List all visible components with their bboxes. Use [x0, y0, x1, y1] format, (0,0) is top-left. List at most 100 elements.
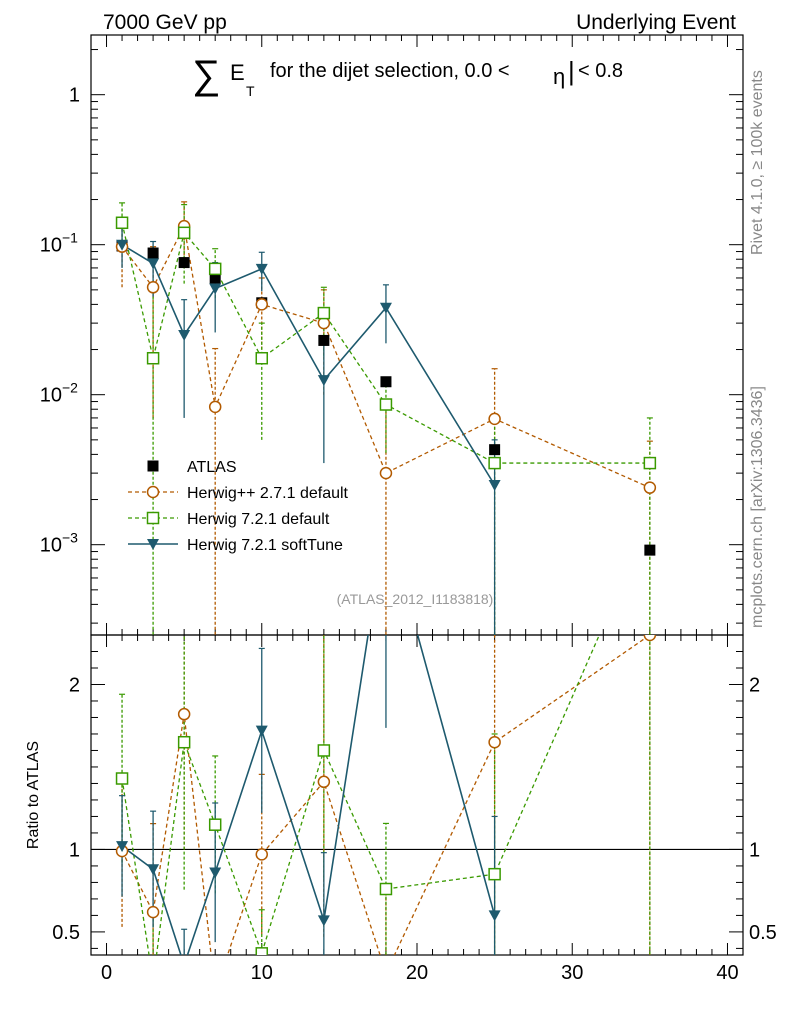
data-point: [209, 283, 222, 295]
main-plot-area: [115, 201, 657, 635]
chart-title: ∑ E T for the dijet selection, 0.0 < η |…: [192, 53, 623, 99]
ratio-series-line: [121, 635, 496, 955]
ratio-point: [255, 947, 269, 955]
ratio-point: [317, 775, 331, 789]
title-abs-bar: |: [568, 56, 575, 86]
data-point: [643, 481, 657, 494]
legend-label: Herwig++ 2.7.1 default: [187, 485, 349, 502]
series-line: [121, 244, 496, 486]
data-point: [255, 298, 269, 311]
ratio-point: [317, 915, 330, 927]
data-point: [488, 456, 501, 470]
ratio-point: [147, 864, 160, 876]
ratio-series-line: [121, 635, 651, 955]
rivet-label: Rivet 4.1.0, ≥ 100k events: [749, 70, 766, 255]
y-tick-label: 10: [40, 235, 62, 257]
ratio-point: [488, 735, 501, 749]
ratio-point: [177, 735, 191, 749]
ratio-series-line: [121, 635, 601, 955]
y-tick-label: 1: [69, 85, 80, 107]
legend-marker: [146, 511, 160, 525]
ratio-y-tick-label-right: 2: [749, 674, 760, 696]
title-t-subscript: T: [246, 83, 255, 99]
header-right: Underlying Event: [576, 11, 736, 34]
legend-marker: [147, 460, 159, 472]
y-tick-label: 10: [40, 535, 62, 557]
legend-label: Herwig 7.2.1 softTune: [187, 537, 343, 554]
ratio-ylabel: Ratio to ATLAS: [25, 741, 42, 849]
ratio-point: [178, 960, 190, 971]
ratio-point: [255, 725, 268, 737]
y-tick-label: 10: [40, 385, 62, 407]
legend-marker: [147, 539, 159, 550]
x-tick-label: 0: [101, 962, 112, 984]
x-tick-label: 30: [561, 962, 583, 984]
ratio-point: [380, 968, 391, 979]
data-point: [208, 262, 222, 276]
ratio-point: [488, 910, 501, 922]
data-point: [318, 334, 330, 346]
data-point: [255, 263, 268, 275]
ratio-point: [177, 707, 191, 721]
data-point: [643, 456, 657, 470]
ratio-point: [209, 867, 222, 879]
legend: ATLAS Herwig++ 2.7.1 default Herwig 7.2.1 …: [128, 459, 349, 554]
ratio-plot-frame: [90, 634, 744, 956]
ratio-point: [643, 635, 657, 642]
data-point: [644, 544, 656, 556]
data-point: [317, 306, 331, 320]
ratio-y-tick-label-right: 1: [749, 839, 760, 861]
title-end: < 0.8: [578, 60, 623, 82]
ratio-point: [255, 848, 269, 861]
mcplots-label: mcplots.cern.ch [arXiv:1306.3436]: [749, 386, 766, 628]
analysis-watermark: (ATLAS_2012_I1183818): [337, 591, 494, 607]
data-point: [115, 216, 129, 230]
ratio-point: [488, 867, 501, 881]
ratio-point: [116, 841, 129, 853]
legend-label: ATLAS: [187, 459, 237, 476]
data-point: [146, 351, 160, 365]
ratio-point: [146, 905, 160, 919]
data-point: [379, 302, 392, 314]
data-point: [146, 281, 160, 294]
data-point: [489, 444, 501, 456]
x-tick-label: 20: [406, 962, 428, 984]
ratio-point: [208, 818, 222, 831]
ratio-point: [210, 986, 221, 997]
data-point: [178, 330, 191, 341]
ratio-point: [148, 976, 159, 987]
data-point: [208, 400, 222, 414]
ratio-y-tick-label: 2: [69, 674, 80, 696]
ratio-y-tick-label: 0.5: [52, 922, 80, 944]
x-tick-label: 40: [716, 962, 738, 984]
data-point: [488, 412, 501, 426]
data-point: [317, 375, 330, 387]
data-point: [255, 351, 269, 365]
title-sum-symbol: ∑: [192, 53, 221, 97]
ratio-point: [317, 744, 331, 757]
data-point: [379, 466, 393, 480]
y-tick-exponent: −1: [62, 230, 78, 246]
data-point: [177, 226, 191, 240]
ratio-y-tick-label-right: 0.5: [749, 922, 777, 944]
title-eta: η: [553, 64, 565, 89]
data-point: [178, 257, 190, 269]
data-point: [116, 239, 129, 251]
legend-label: Herwig 7.2.1 default: [187, 511, 330, 528]
ratio-plot-area: [115, 635, 657, 997]
data-point: [147, 258, 160, 270]
data-point: [380, 376, 392, 388]
data-point: [209, 272, 221, 284]
data-point: [488, 480, 501, 491]
ratio-point: [115, 772, 129, 785]
title-e: E: [230, 60, 245, 85]
data-point: [147, 247, 159, 259]
data-point: [379, 398, 393, 411]
legend-marker: [146, 485, 160, 499]
header-left: 7000 GeV pp: [103, 11, 227, 34]
y-tick-exponent: −2: [62, 380, 78, 396]
y-tick-exponent: −3: [62, 530, 78, 546]
ratio-point: [379, 882, 393, 896]
